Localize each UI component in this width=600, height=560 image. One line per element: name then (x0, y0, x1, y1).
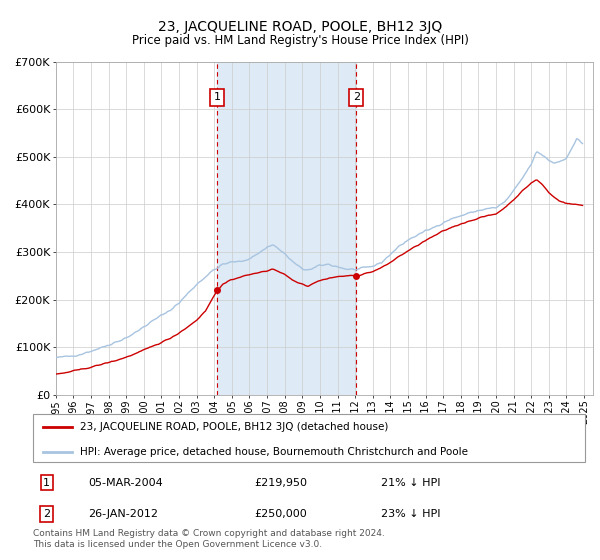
Text: 23, JACQUELINE ROAD, POOLE, BH12 3JQ: 23, JACQUELINE ROAD, POOLE, BH12 3JQ (158, 20, 442, 34)
Text: £250,000: £250,000 (254, 509, 307, 519)
Text: 23, JACQUELINE ROAD, POOLE, BH12 3JQ (detached house): 23, JACQUELINE ROAD, POOLE, BH12 3JQ (de… (80, 422, 388, 432)
Text: Contains HM Land Registry data © Crown copyright and database right 2024.
This d: Contains HM Land Registry data © Crown c… (33, 529, 385, 549)
Text: £219,950: £219,950 (254, 478, 307, 488)
Text: 1: 1 (43, 478, 50, 488)
Text: 1: 1 (214, 92, 221, 102)
Text: 2: 2 (353, 92, 360, 102)
Text: HPI: Average price, detached house, Bournemouth Christchurch and Poole: HPI: Average price, detached house, Bour… (80, 446, 468, 456)
Text: 05-MAR-2004: 05-MAR-2004 (88, 478, 163, 488)
Text: Price paid vs. HM Land Registry's House Price Index (HPI): Price paid vs. HM Land Registry's House … (131, 34, 469, 46)
Text: 23% ↓ HPI: 23% ↓ HPI (381, 509, 440, 519)
Bar (217, 62, 356, 395)
Text: 2: 2 (43, 509, 50, 519)
Text: 26-JAN-2012: 26-JAN-2012 (88, 509, 158, 519)
Text: 21% ↓ HPI: 21% ↓ HPI (381, 478, 440, 488)
FancyBboxPatch shape (33, 414, 585, 462)
